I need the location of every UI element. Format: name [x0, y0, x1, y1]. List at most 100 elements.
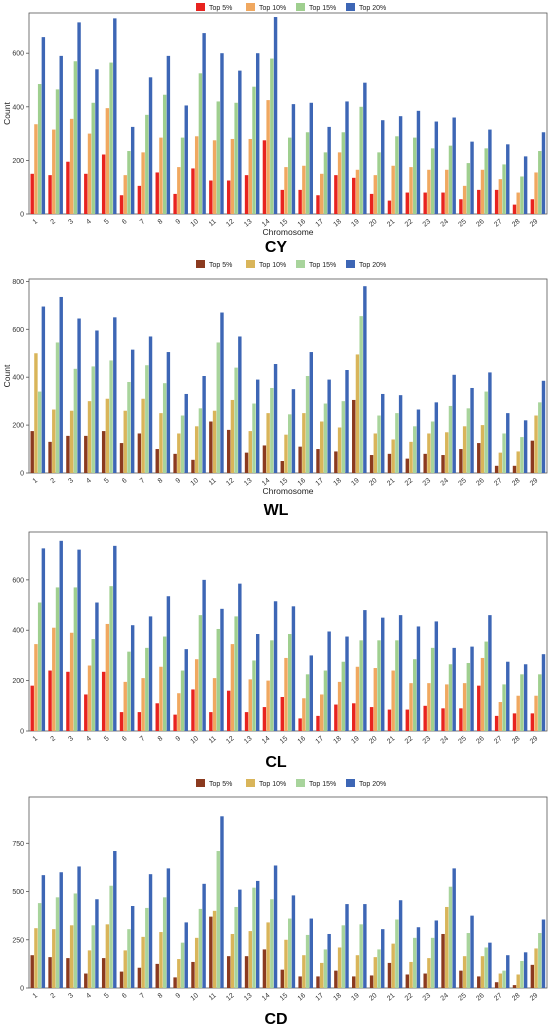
bar: [363, 904, 367, 988]
x-tick-label: 20: [368, 218, 379, 228]
legend-label: Top 10%: [259, 781, 286, 788]
bar: [538, 674, 542, 731]
bar: [516, 695, 520, 731]
bar: [316, 715, 320, 731]
bar: [180, 670, 185, 731]
bar: [141, 152, 145, 214]
bar: [337, 427, 342, 473]
bar: [498, 179, 503, 214]
x-tick-label: 27: [493, 735, 504, 745]
bar: [123, 950, 127, 988]
bar: [369, 193, 374, 214]
bar: [441, 708, 445, 731]
x-tick-label: 6: [121, 218, 129, 226]
x-tick-label: 6: [121, 992, 129, 1000]
bar: [244, 175, 249, 214]
bar: [448, 664, 453, 731]
bar: [202, 376, 206, 473]
bar: [284, 657, 288, 731]
bar: [320, 694, 324, 731]
bar: [37, 903, 42, 988]
x-tick-label: 19: [350, 218, 361, 228]
bar: [334, 175, 338, 214]
bar: [184, 922, 188, 988]
x-tick-label: 24: [440, 477, 451, 487]
bar: [145, 907, 149, 988]
bar: [488, 942, 492, 988]
bar: [95, 899, 99, 988]
legend-label: Top 5%: [209, 781, 232, 788]
bar: [177, 167, 181, 214]
bar: [416, 409, 421, 473]
bar: [373, 175, 378, 214]
x-tick-label: 1: [32, 992, 40, 1000]
x-tick-label: 21: [386, 735, 397, 745]
legend-swatch: [346, 3, 355, 11]
x-tick-label: 21: [386, 477, 397, 487]
bar: [69, 118, 74, 214]
bar: [341, 401, 346, 473]
bar: [459, 708, 463, 731]
x-tick-label: 11: [208, 992, 218, 1002]
bar: [52, 929, 56, 988]
legend-label: Top 10%: [259, 262, 286, 269]
x-tick-label: 1: [32, 218, 40, 226]
bar: [512, 985, 517, 988]
bar: [141, 936, 145, 988]
bar: [434, 402, 439, 473]
bar: [252, 403, 256, 473]
bar: [66, 671, 70, 731]
bar: [520, 176, 524, 214]
bar: [101, 431, 106, 473]
bar: [470, 915, 474, 988]
bar: [266, 922, 270, 988]
y-axis-label: Count: [2, 102, 12, 125]
bar: [334, 451, 338, 473]
bar: [66, 958, 70, 988]
bar: [230, 399, 235, 473]
bar: [105, 623, 110, 731]
x-axis-label: Chromosome: [262, 486, 313, 496]
bar: [212, 410, 217, 473]
bar: [184, 105, 188, 214]
bar: [180, 942, 185, 988]
bar: [462, 683, 467, 731]
bar: [477, 443, 481, 473]
x-tick-label: 29: [529, 992, 540, 1002]
bar: [238, 583, 242, 731]
bar: [355, 354, 360, 473]
x-tick-label: 29: [529, 218, 540, 228]
bar: [323, 152, 328, 214]
bar: [462, 426, 467, 473]
bar: [52, 627, 56, 731]
bar: [466, 408, 471, 473]
bar: [226, 690, 231, 731]
x-tick-label: 7: [139, 735, 147, 743]
bar: [288, 918, 292, 988]
bar: [427, 433, 431, 473]
bar: [423, 973, 427, 988]
bar: [145, 114, 149, 214]
x-tick-label: 24: [440, 992, 451, 1002]
bar: [48, 957, 52, 988]
bar: [77, 22, 81, 214]
legend-swatch: [246, 779, 255, 787]
bar: [145, 647, 149, 731]
legend-swatch: [296, 779, 305, 787]
bar: [119, 712, 124, 731]
bar: [398, 615, 403, 731]
bar: [502, 164, 506, 214]
bar: [494, 982, 499, 988]
x-tick-label: 13: [243, 735, 254, 745]
x-tick-label: 14: [261, 218, 272, 228]
bar: [101, 154, 106, 214]
bar: [291, 104, 296, 214]
bar: [381, 393, 385, 473]
bar: [91, 639, 95, 731]
bar: [395, 919, 399, 988]
x-tick-label: 26: [475, 735, 486, 745]
bar: [191, 961, 195, 988]
bar: [352, 177, 356, 214]
x-tick-label: 17: [315, 992, 326, 1002]
bar: [194, 426, 199, 473]
